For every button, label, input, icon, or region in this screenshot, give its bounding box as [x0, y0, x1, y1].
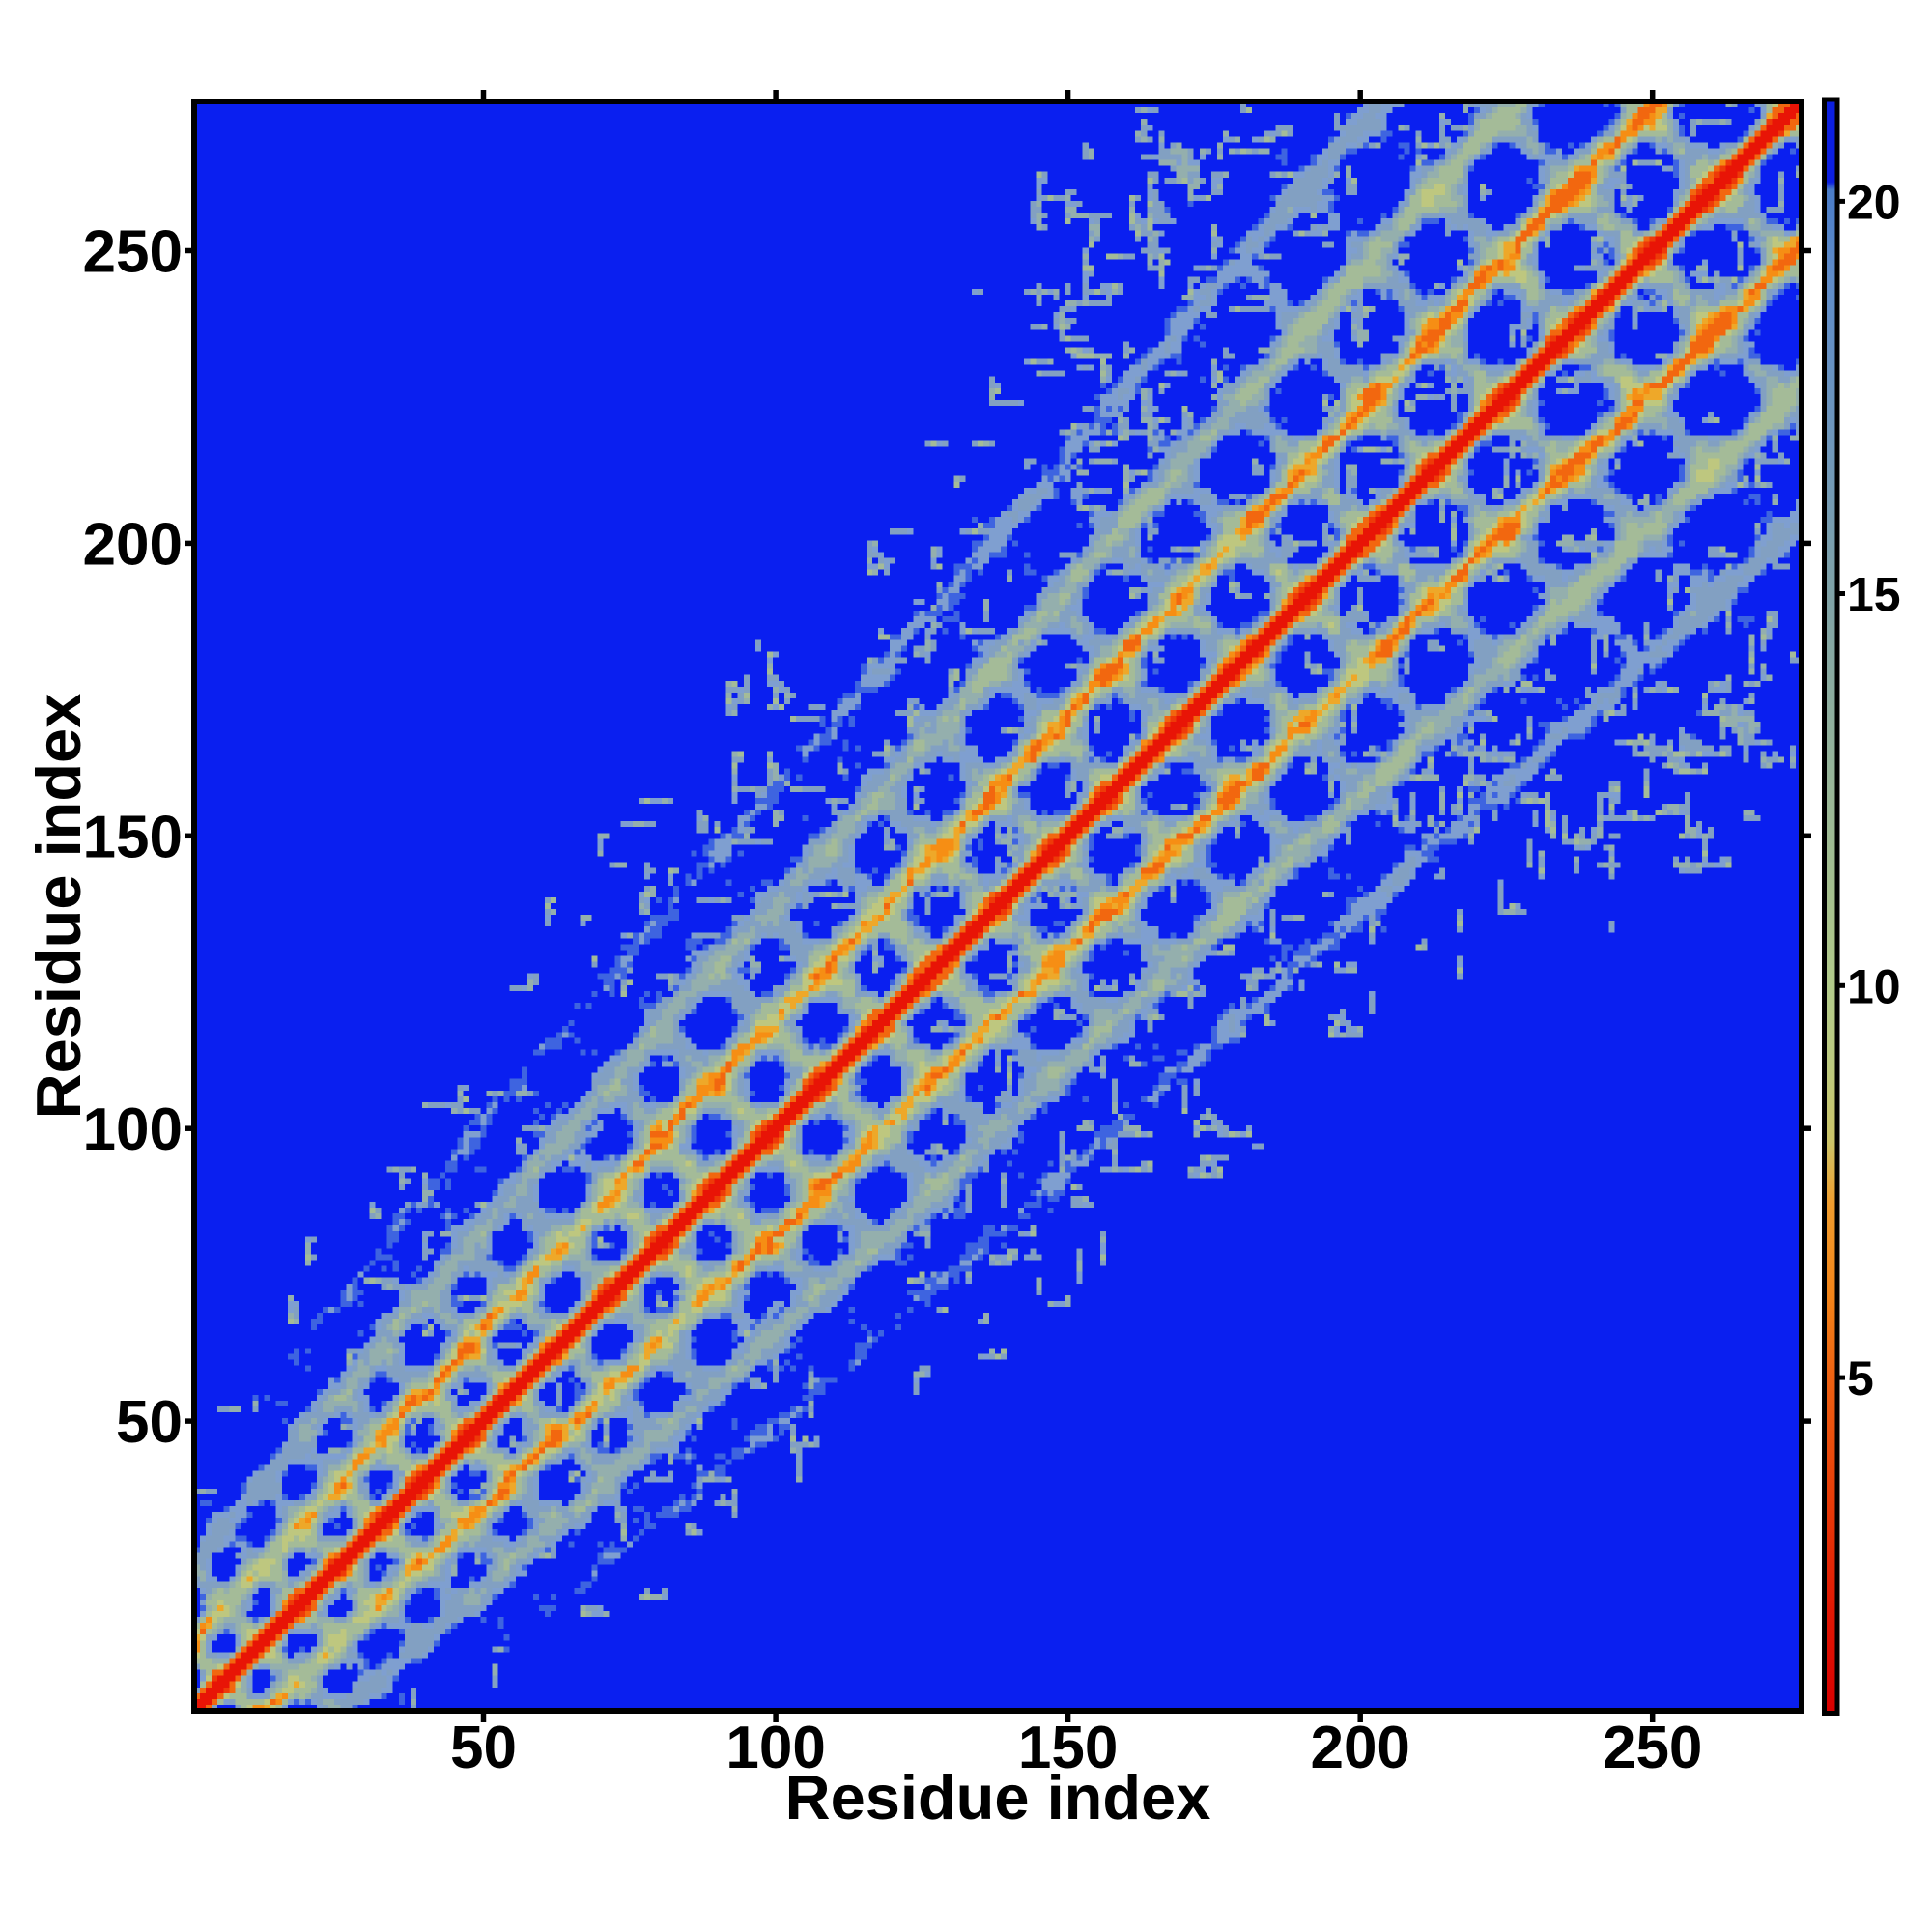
- svg-text:50: 50: [116, 1389, 183, 1456]
- svg-text:5: 5: [1847, 1351, 1874, 1406]
- svg-text:200: 200: [83, 511, 183, 578]
- svg-text:150: 150: [83, 804, 183, 870]
- svg-text:200: 200: [1310, 1715, 1409, 1781]
- svg-text:250: 250: [1603, 1715, 1702, 1781]
- svg-text:50: 50: [450, 1715, 517, 1781]
- svg-text:250: 250: [83, 219, 183, 286]
- svg-text:100: 100: [725, 1715, 825, 1781]
- svg-text:10: 10: [1847, 959, 1901, 1013]
- svg-text:15: 15: [1847, 568, 1901, 622]
- svg-text:100: 100: [83, 1096, 183, 1163]
- svg-text:Residue index: Residue index: [23, 694, 94, 1120]
- svg-text:20: 20: [1847, 175, 1901, 229]
- svg-text:150: 150: [1018, 1715, 1118, 1781]
- svg-text:Residue index: Residue index: [785, 1762, 1211, 1833]
